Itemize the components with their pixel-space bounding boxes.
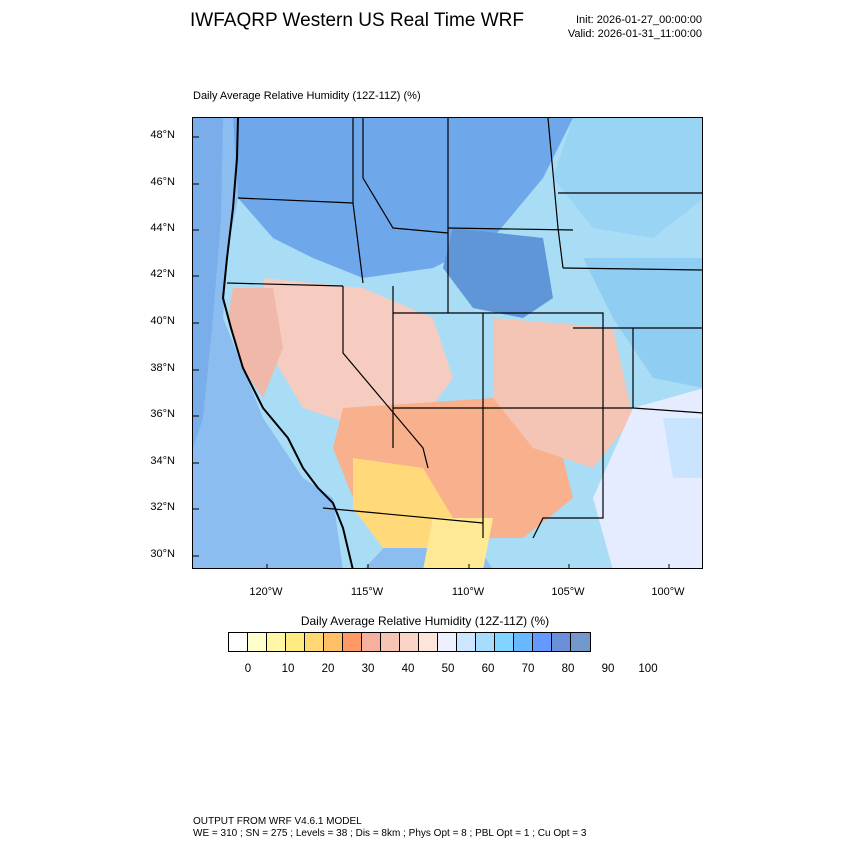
colorbar-cell — [229, 633, 248, 651]
colorbar-cell — [381, 633, 400, 651]
lon-label-110: 110°W — [451, 586, 485, 598]
colorbar-label: 30 — [361, 663, 375, 675]
lat-label-46: 46°N — [150, 176, 175, 188]
pacific-coastline — [221, 118, 354, 568]
colorbar-cell — [248, 633, 267, 651]
colorbar-cell — [305, 633, 324, 651]
lat-label-34: 34°N — [150, 455, 175, 467]
lat-label-32: 32°N — [150, 501, 175, 513]
colorbar-label: 40 — [401, 663, 415, 675]
map-title: Daily Average Relative Humidity (12Z-11Z… — [193, 90, 421, 102]
state-borders — [226, 118, 702, 539]
colorbar-cell — [286, 633, 305, 651]
footer-model-line: OUTPUT FROM WRF V4.6.1 MODEL — [193, 816, 362, 827]
colorbar-cell — [495, 633, 514, 651]
humidity-map — [192, 117, 703, 569]
colorbar-label: 60 — [481, 663, 495, 675]
footer-config-line: WE = 310 ; SN = 275 ; Levels = 38 ; Dis … — [193, 828, 587, 839]
lon-label-100: 100°W — [651, 586, 685, 598]
colorbar-cell — [419, 633, 438, 651]
sonoran-very-dry — [353, 458, 453, 548]
great-basin-dry — [263, 278, 453, 428]
colorbar-cell — [267, 633, 286, 651]
colorbar-label: 70 — [521, 663, 535, 675]
california-coast-dry — [228, 288, 283, 398]
lat-label-36: 36°N — [150, 408, 175, 420]
colorbar-label: 10 — [281, 663, 295, 675]
figure-title: IWFAQRP Western US Real Time WRF — [190, 10, 524, 31]
colorbar-label: 50 — [441, 663, 455, 675]
colorbar-label: 100 — [638, 663, 658, 675]
offshore-band — [193, 118, 223, 448]
colorbar-label: 90 — [601, 663, 615, 675]
plains-east — [583, 258, 702, 388]
colorbar-title: Daily Average Relative Humidity (12Z-11Z… — [300, 614, 550, 628]
colorbar-cell — [362, 633, 381, 651]
east-texas-moist — [663, 418, 702, 478]
map-canvas — [193, 118, 702, 568]
colorbar-label: 0 — [244, 663, 252, 675]
colorbar-label: 20 — [321, 663, 335, 675]
colorbar — [228, 632, 591, 652]
colorbar-cell — [514, 633, 533, 651]
lon-label-115: 115°W — [350, 586, 384, 598]
colorbar-cell — [343, 633, 362, 651]
run-times: Init: 2026-01-27_00:00:00 Valid: 2026-01… — [568, 13, 702, 41]
lat-label-40: 40°N — [150, 315, 175, 327]
lat-label-38: 38°N — [150, 362, 175, 374]
colorbar-cell — [476, 633, 495, 651]
lat-label-48: 48°N — [150, 129, 175, 141]
plains-north — [553, 118, 702, 238]
colorbar-cell — [400, 633, 419, 651]
lat-label-42: 42°N — [150, 268, 175, 280]
lon-label-120: 120°W — [249, 586, 283, 598]
colorbar-label: 80 — [561, 663, 575, 675]
init-time: Init: 2026-01-27_00:00:00 — [576, 14, 702, 26]
map-ticks — [193, 136, 670, 568]
high-plains-dry — [493, 318, 633, 468]
colorbar-cell — [457, 633, 476, 651]
colorbar-cell — [552, 633, 571, 651]
valid-time: Valid: 2026-01-31_11:00:00 — [567, 28, 702, 40]
lat-label-30: 30°N — [150, 548, 175, 560]
lon-label-105: 105°W — [551, 586, 585, 598]
colorbar-cell — [571, 633, 590, 651]
model-footer: OUTPUT FROM WRF V4.6.1 MODEL WE = 310 ; … — [193, 816, 586, 840]
rockies-moist-region — [443, 228, 553, 318]
lat-label-44: 44°N — [150, 222, 175, 234]
mexico-dry — [423, 518, 493, 568]
colorbar-cell — [438, 633, 457, 651]
colorbar-cell — [533, 633, 552, 651]
colorbar-cell — [324, 633, 343, 651]
